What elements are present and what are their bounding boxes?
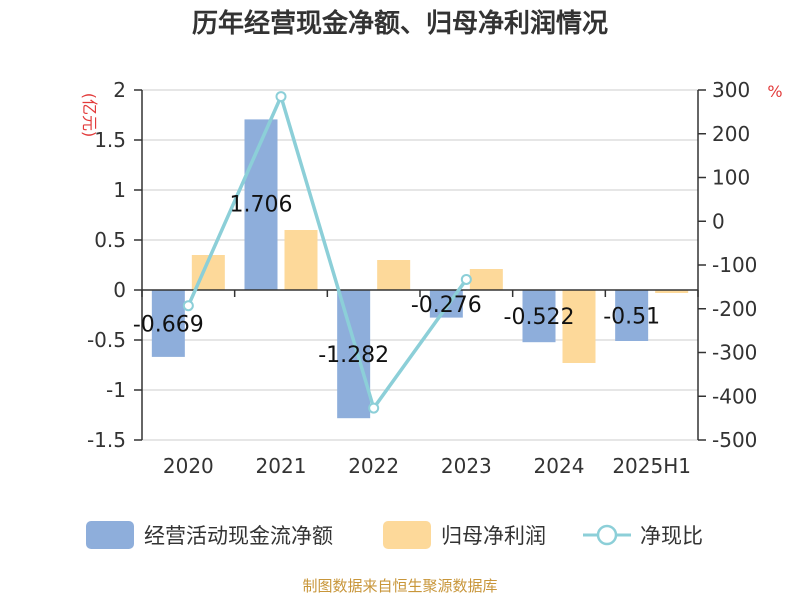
chart-title: 历年经营现金净额、归母净利润情况: [192, 8, 608, 39]
left-tick-label: -0.5: [87, 328, 126, 352]
source-note: 制图数据来自恒生聚源数据库: [302, 577, 497, 595]
x-tick-label: 2023: [441, 454, 492, 478]
cashflow-data-label: -0.51: [603, 305, 660, 330]
cashflow-bar: [151, 290, 185, 357]
right-tick-label: 200: [712, 122, 750, 146]
left-tick-label: 1.5: [94, 128, 126, 152]
x-tick-label: 2021: [256, 454, 307, 478]
right-tick-label: -100: [712, 253, 757, 277]
right-tick-label: -200: [712, 297, 757, 321]
axes: [141, 90, 699, 440]
gridlines: [142, 89, 698, 441]
ratio-point: [460, 273, 472, 285]
left-tick-label: -1.5: [87, 428, 126, 452]
x-axis-ticks: 2020 2021 2022 2023 2024 2025H1: [163, 454, 691, 478]
left-tick-label: 2: [113, 78, 126, 102]
left-tick-label: 0.5: [94, 228, 126, 252]
profit-bar: [655, 290, 689, 293]
left-tick-label: -1: [106, 378, 126, 402]
x-tick-label: 2022: [348, 454, 399, 478]
x-tick-label: 2025H1: [612, 454, 691, 478]
cashflow-bar: [337, 290, 371, 419]
cashflow-bar: [244, 119, 278, 291]
right-tick-label: 0: [712, 209, 725, 233]
legend-swatch-ratio-marker: [596, 524, 618, 546]
legend-label-ratio: 净现比: [640, 524, 703, 548]
x-tick-label: 2024: [534, 454, 585, 478]
right-axis-ticks: 300 200 100 0 -100 -200 -300 -400 -500: [698, 78, 757, 452]
ratio-point: [182, 300, 194, 312]
profit-bar: [562, 290, 596, 363]
legend-label-cashflow: 经营活动现金流净额: [144, 524, 333, 548]
legend: 经营活动现金流净额 归母净利润 净现比: [86, 521, 703, 549]
cashflow-data-label: -1.282: [318, 343, 389, 368]
right-axis-unit: %: [767, 82, 782, 101]
legend-swatch-profit: [383, 521, 431, 549]
left-tick-label: 0: [113, 278, 126, 302]
legend-label-profit: 归母净利润: [441, 524, 546, 548]
profit-bar: [377, 260, 411, 290]
bars: [151, 119, 689, 419]
ratio-point: [275, 91, 287, 103]
right-tick-label: -300: [712, 341, 757, 365]
data-labels: -0.669 1.706 -1.282 -0.276 -0.522 -0.51: [133, 192, 660, 368]
cashflow-bar: [615, 290, 649, 341]
left-tick-label: 1: [113, 178, 126, 202]
right-tick-label: -500: [712, 428, 757, 452]
left-axis-ticks: 2 1.5 1 0.5 0 -0.5 -1 -1.5: [87, 78, 142, 452]
x-tick-label: 2020: [163, 454, 214, 478]
ratio-point: [368, 402, 380, 414]
cashflow-data-label: -0.276: [411, 293, 482, 318]
left-axis-unit: (亿元): [80, 93, 99, 138]
legend-swatch-cashflow: [86, 521, 134, 549]
right-tick-label: -400: [712, 384, 757, 408]
right-tick-label: 300: [712, 78, 750, 102]
right-tick-label: 100: [712, 166, 750, 190]
cashflow-data-label: -0.669: [133, 312, 204, 337]
ratio-line: [182, 91, 472, 414]
profit-bar: [284, 230, 318, 290]
ratio-line-path: [186, 94, 468, 410]
cashflow-data-label: -0.522: [504, 305, 575, 330]
profit-bar: [469, 269, 503, 290]
cashflow-bar: [522, 290, 556, 343]
cashflow-data-label: 1.706: [230, 192, 293, 217]
